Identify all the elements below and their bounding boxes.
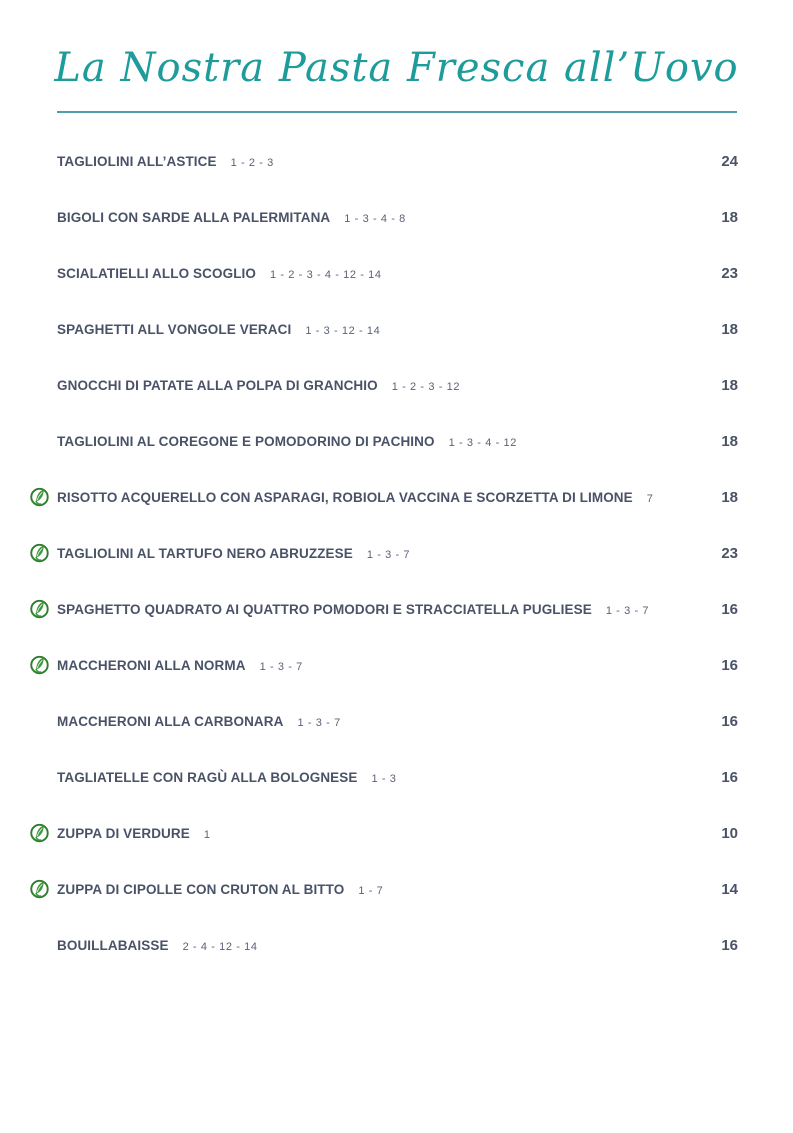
dish-info: ZUPPA DI CIPOLLE CON CRUTON AL BITTO 1 -… [57, 882, 383, 897]
dish-name: TAGLIATELLE CON RAGÙ ALLA BOLOGNESE [57, 769, 358, 785]
dish-name: MACCHERONI ALLA CARBONARA [57, 713, 284, 729]
allergen-numbers: 2 - 4 - 12 - 14 [182, 940, 258, 953]
dish-price: 18 [721, 376, 738, 394]
menu-item-row: RISOTTO ACQUERELLO CON ASPARAGI, ROBIOLA… [30, 469, 738, 525]
dish-name: BOUILLABAISSE [57, 937, 169, 953]
menu-item-row: SPAGHETTI ALL VONGOLE VERACI 1 - 3 - 12 … [57, 301, 738, 357]
dish-price: 14 [721, 880, 738, 898]
allergen-numbers: 1 - 3 - 7 [366, 548, 411, 561]
allergen-numbers: 1 - 3 - 7 [605, 604, 650, 617]
dish-name: GNOCCHI DI PATATE ALLA POLPA DI GRANCHIO [57, 377, 378, 393]
dish-name: ZUPPA DI VERDURE [57, 825, 190, 841]
page-title: La Nostra Pasta Fresca all’Uovo [54, 45, 739, 91]
menu-item-row: ZUPPA DI CIPOLLE CON CRUTON AL BITTO 1 -… [30, 861, 738, 917]
dish-info: TAGLIOLINI AL TARTUFO NERO ABRUZZESE 1 -… [57, 546, 410, 561]
menu-item-row: ZUPPA DI VERDURE 1 10 [30, 805, 738, 861]
dish-info: MACCHERONI ALLA NORMA 1 - 3 - 7 [57, 658, 303, 673]
allergen-numbers: 1 - 2 - 3 - 4 - 12 - 14 [270, 268, 382, 281]
dish-name: MACCHERONI ALLA NORMA [57, 657, 246, 673]
dish-name: SPAGHETTO QUADRATO AI QUATTRO POMODORI E… [57, 601, 592, 617]
menu-item-row: GNOCCHI DI PATATE ALLA POLPA DI GRANCHIO… [57, 357, 738, 413]
dish-name: TAGLIOLINI AL COREGONE E POMODORINO DI P… [57, 433, 435, 449]
dish-info: SPAGHETTI ALL VONGOLE VERACI 1 - 3 - 12 … [57, 322, 380, 337]
dish-name: TAGLIOLINI ALL’ASTICE [57, 153, 217, 169]
menu-item-row: BOUILLABAISSE 2 - 4 - 12 - 14 16 [57, 917, 738, 973]
menu-item-row: MACCHERONI ALLA NORMA 1 - 3 - 7 16 [30, 637, 738, 693]
allergen-numbers: 1 - 3 - 12 - 14 [305, 324, 381, 337]
dish-name: ZUPPA DI CIPOLLE CON CRUTON AL BITTO [57, 881, 345, 897]
dish-price: 18 [721, 208, 738, 226]
vegetarian-icon [29, 879, 50, 900]
allergen-numbers: 1 - 3 - 4 - 8 [344, 212, 406, 225]
vegetarian-icon [29, 655, 50, 676]
dish-price: 16 [721, 712, 738, 730]
menu-item-row: TAGLIATELLE CON RAGÙ ALLA BOLOGNESE 1 - … [57, 749, 738, 805]
menu-item-row: SCIALATIELLI ALLO SCOGLIO 1 - 2 - 3 - 4 … [57, 245, 738, 301]
allergen-numbers: 7 [646, 492, 654, 505]
dish-price: 16 [721, 656, 738, 674]
dish-info: SCIALATIELLI ALLO SCOGLIO 1 - 2 - 3 - 4 … [57, 266, 382, 281]
dish-price: 10 [721, 824, 738, 842]
dish-info: TAGLIOLINI ALL’ASTICE 1 - 2 - 3 [57, 154, 274, 169]
dish-info: ZUPPA DI VERDURE 1 [57, 826, 211, 841]
dish-name: TAGLIOLINI AL TARTUFO NERO ABRUZZESE [57, 545, 353, 561]
dish-info: TAGLIOLINI AL COREGONE E POMODORINO DI P… [57, 434, 517, 449]
menu-item-row: SPAGHETTO QUADRATO AI QUATTRO POMODORI E… [30, 581, 738, 637]
allergen-numbers: 1 - 3 - 4 - 12 [448, 436, 517, 449]
menu-item-row: MACCHERONI ALLA CARBONARA 1 - 3 - 7 16 [57, 693, 738, 749]
allergen-numbers: 1 [203, 828, 211, 841]
dish-price: 16 [721, 936, 738, 954]
menu-item-row: TAGLIOLINI AL COREGONE E POMODORINO DI P… [57, 413, 738, 469]
dish-name: SCIALATIELLI ALLO SCOGLIO [57, 265, 256, 281]
dish-name: BIGOLI CON SARDE ALLA PALERMITANA [57, 209, 331, 225]
dish-price: 24 [721, 152, 738, 170]
vegetarian-icon [29, 599, 50, 620]
dish-info: TAGLIATELLE CON RAGÙ ALLA BOLOGNESE 1 - … [57, 770, 397, 785]
dish-price: 18 [721, 432, 738, 450]
dish-name: SPAGHETTI ALL VONGOLE VERACI [57, 321, 292, 337]
vegetarian-icon [29, 487, 50, 508]
allergen-numbers: 1 - 2 - 3 [230, 156, 274, 169]
menu-item-row: BIGOLI CON SARDE ALLA PALERMITANA 1 - 3 … [57, 189, 738, 245]
allergen-numbers: 1 - 7 [358, 884, 384, 897]
dish-price: 23 [721, 264, 738, 282]
dish-info: RISOTTO ACQUERELLO CON ASPARAGI, ROBIOLA… [57, 490, 653, 505]
menu-item-row: TAGLIOLINI AL TARTUFO NERO ABRUZZESE 1 -… [30, 525, 738, 581]
dish-name: RISOTTO ACQUERELLO CON ASPARAGI, ROBIOLA… [57, 489, 633, 505]
header-divider [57, 111, 737, 113]
dish-info: BIGOLI CON SARDE ALLA PALERMITANA 1 - 3 … [57, 210, 406, 225]
allergen-numbers: 1 - 3 [371, 772, 397, 785]
menu-header: La Nostra Pasta Fresca all’Uovo [0, 0, 793, 113]
vegetarian-icon [29, 823, 50, 844]
dish-info: BOUILLABAISSE 2 - 4 - 12 - 14 [57, 938, 258, 953]
allergen-numbers: 1 - 2 - 3 - 12 [391, 380, 461, 393]
dish-info: MACCHERONI ALLA CARBONARA 1 - 3 - 7 [57, 714, 341, 729]
vegetarian-icon [29, 543, 50, 564]
allergen-numbers: 1 - 3 - 7 [297, 716, 341, 729]
dish-price: 18 [721, 320, 738, 338]
menu-item-row: TAGLIOLINI ALL’ASTICE 1 - 2 - 3 24 [57, 133, 738, 189]
dish-price: 16 [721, 768, 738, 786]
dish-price: 16 [721, 600, 738, 618]
dish-price: 18 [721, 488, 738, 506]
menu-list: TAGLIOLINI ALL’ASTICE 1 - 2 - 3 24 BIGOL… [30, 133, 738, 973]
dish-info: SPAGHETTO QUADRATO AI QUATTRO POMODORI E… [57, 602, 649, 617]
allergen-numbers: 1 - 3 - 7 [259, 660, 303, 673]
dish-price: 23 [721, 544, 738, 562]
dish-info: GNOCCHI DI PATATE ALLA POLPA DI GRANCHIO… [57, 378, 460, 393]
